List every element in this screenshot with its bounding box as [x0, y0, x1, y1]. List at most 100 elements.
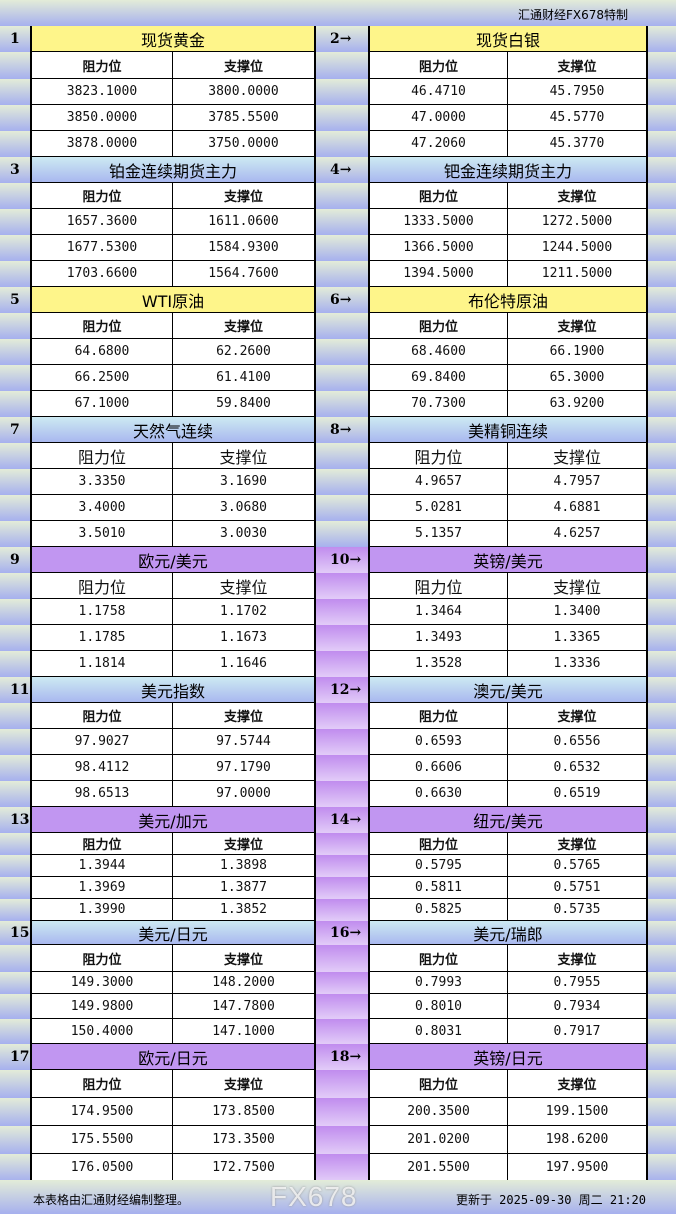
column-header-row: 阻力位 支撑位: [368, 313, 648, 339]
left-stripe: [0, 651, 30, 677]
middle-stripe: [316, 1154, 368, 1181]
table-row: 64.6800 62.2600: [30, 339, 316, 365]
column-header-row: 阻力位 支撑位: [30, 1070, 316, 1098]
table-row: 3.4000 3.0680: [30, 495, 316, 521]
instrument-title: 澳元/美元: [368, 677, 648, 703]
instrument-number: 7: [10, 422, 20, 438]
middle-stripe: [316, 755, 368, 781]
resistance-value: 200.3500: [370, 1098, 508, 1125]
support-header: 支撑位: [557, 838, 597, 853]
left-stripe: [0, 261, 30, 287]
middle-stripe: [316, 1070, 368, 1098]
column-header-row: 阻力位 支撑位: [30, 703, 316, 729]
support-value: 3750.0000: [208, 136, 279, 151]
middle-stripe: [316, 1126, 368, 1154]
right-stripe: [648, 1019, 676, 1044]
table-row: 0.7993 0.7955: [368, 972, 648, 994]
instrument-number: 6→: [330, 292, 352, 308]
support-value: 0.5765: [553, 858, 601, 873]
support-value: 1584.9300: [208, 240, 279, 255]
right-stripe: [648, 157, 676, 183]
support-value: 45.7950: [549, 84, 605, 99]
left-stripe: [0, 781, 30, 807]
resistance-value: 149.3000: [32, 972, 173, 993]
resistance-header: 阻力位: [370, 945, 508, 971]
support-value: 1272.5000: [541, 214, 613, 229]
column-header-row: 阻力位 支撑位: [368, 573, 648, 599]
right-stripe: [648, 313, 676, 339]
resistance-value: 1.3464: [370, 599, 508, 624]
section-row: 175.5500 173.3500 201.0200 198.6200: [0, 1126, 676, 1154]
support-value: 0.6519: [553, 786, 601, 801]
section-row: 1.1758 1.1702 1.3464 1.3400: [0, 599, 676, 625]
left-stripe: [0, 521, 30, 547]
section-2: 3 铂金连续期货主力 4→ 钯金连续期货主力 阻力位 支撑位 阻力位 支撑位 1657.3600…: [0, 157, 676, 287]
left-stripe: [0, 1019, 30, 1044]
right-stripe: [648, 755, 676, 781]
left-stripe: [0, 495, 30, 521]
support-header: 支撑位: [223, 1078, 263, 1093]
resistance-value: 67.1000: [32, 391, 173, 416]
support-header: 支撑位: [552, 577, 601, 597]
resistance-header: 阻力位: [370, 183, 508, 208]
left-stripe: [0, 899, 30, 921]
middle-stripe: [316, 495, 368, 521]
table-row: 0.5825 0.5735: [368, 899, 648, 921]
table-row: 97.9027 97.5744: [30, 729, 316, 755]
instrument-number: 9: [10, 552, 20, 568]
middle-stripe: [316, 183, 368, 209]
support-value: 172.7500: [212, 1159, 275, 1175]
middle-stripe: [316, 573, 368, 599]
middle-stripe: [316, 547, 368, 573]
instrument-number: 10→: [330, 552, 362, 568]
support-header: 支撑位: [223, 838, 263, 853]
section-row: 67.1000 59.8400 70.7300 63.9200: [0, 391, 676, 417]
support-value: 0.7934: [553, 998, 601, 1014]
left-stripe: [0, 1098, 30, 1126]
column-header-row: 阻力位 支撑位: [30, 183, 316, 209]
left-stripe: [0, 972, 30, 994]
resistance-value: 1333.5000: [370, 209, 508, 234]
left-stripe: [0, 131, 30, 157]
left-stripe: [0, 703, 30, 729]
instrument-number: 15: [10, 925, 30, 941]
right-stripe: [648, 235, 676, 261]
middle-stripe: [316, 833, 368, 855]
right-stripe: [648, 877, 676, 899]
support-value: 0.6556: [553, 734, 601, 749]
resistance-header: 阻力位: [370, 313, 508, 338]
support-value: 0.6532: [553, 760, 601, 775]
column-header-row: 阻力位 支撑位: [30, 833, 316, 855]
middle-stripe: [316, 443, 368, 469]
middle-stripe: [316, 469, 368, 495]
right-stripe: [648, 1126, 676, 1154]
left-stripe: [0, 945, 30, 972]
middle-stripe: [316, 1044, 368, 1070]
middle-stripe: [316, 945, 368, 972]
support-value: 97.0000: [216, 786, 271, 801]
left-stripe: [0, 52, 30, 79]
support-value: 1611.0600: [208, 214, 279, 229]
table-row: 47.2060 45.3770: [368, 131, 648, 157]
left-stripe: [0, 469, 30, 495]
resistance-value: 0.8010: [370, 994, 508, 1018]
table-row: 149.3000 148.2000: [30, 972, 316, 994]
middle-stripe: [316, 781, 368, 807]
instrument-number: 17: [10, 1049, 30, 1065]
instrument-title: 布伦特原油: [368, 287, 648, 313]
support-header: 支撑位: [557, 320, 597, 335]
resistance-header: 阻力位: [32, 183, 173, 208]
instrument-number: 16→: [330, 925, 362, 941]
section-row: 3.4000 3.0680 5.0281 4.6881: [0, 495, 676, 521]
support-header: 支撑位: [219, 447, 268, 467]
section-row: 17 欧元/日元 18→ 英镑/日元: [0, 1044, 676, 1070]
column-header-row: 阻力位 支撑位: [30, 443, 316, 469]
table-row: 46.4710 45.7950: [368, 79, 648, 105]
section-row: 阻力位 支撑位 阻力位 支撑位: [0, 1070, 676, 1098]
table-row: 1.3944 1.3898: [30, 855, 316, 877]
middle-stripe: [316, 391, 368, 417]
support-value: 1.3400: [553, 604, 601, 619]
support-value: 1564.7600: [208, 266, 279, 281]
section-row: 阻力位 支撑位 阻力位 支撑位: [0, 703, 676, 729]
resistance-header: 阻力位: [32, 52, 173, 78]
